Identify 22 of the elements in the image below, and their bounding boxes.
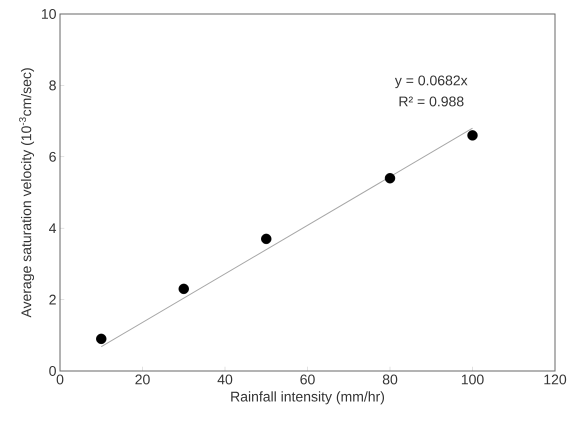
y-tick-label: 6 [49,152,56,162]
x-tick-label: 60 [300,374,315,384]
y-tick-label: 2 [49,294,56,304]
point [178,284,189,294]
x-tick-label: 80 [382,374,398,384]
x-tick-label: 40 [218,374,232,384]
annotation: R² = 0.988 [400,96,464,106]
y-tick-label: 0 [49,366,56,376]
x-tick-label: 20 [135,374,150,384]
point [384,173,396,184]
point [467,130,478,141]
y-axis-title: Average saturation velocity (10$^{-3}$cm/sec) [19,68,34,318]
y-tick-label: 4 [49,223,56,234]
x-tick-label: 0 [56,374,64,384]
x-axis-title: Rainfall intensity (mm/hr) [231,391,384,404]
y-tick-label: 10 [42,9,56,19]
x-tick-label: 100 [462,374,484,384]
y-tick-label: 8 [49,80,56,90]
annotation: y = 0.0682x [394,75,468,88]
point [261,234,272,244]
point [96,334,106,344]
x-tick-label: 120 [544,374,566,384]
